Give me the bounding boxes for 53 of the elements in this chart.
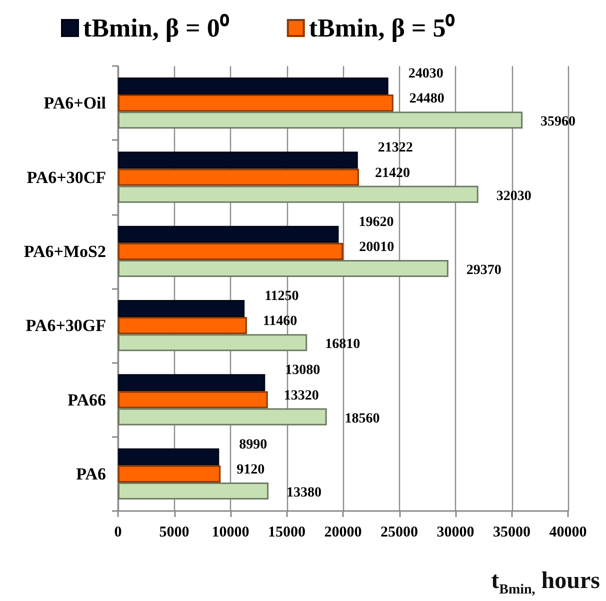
bar (118, 186, 478, 203)
legend-label: tBmin, β = 5⁰ (308, 14, 456, 42)
x-tick-label: 40000 (549, 524, 587, 540)
y-tick-label: PA66 (68, 390, 106, 410)
bar (118, 317, 247, 334)
y-tick-label: PA6 (76, 464, 106, 484)
y-tick-label: PA6+Oil (44, 94, 106, 113)
data-label: 16810 (325, 337, 360, 352)
bar (118, 391, 268, 408)
bar (118, 77, 388, 95)
data-label: 13080 (285, 363, 320, 378)
x-tick-label: 15000 (268, 524, 306, 540)
bar (118, 226, 339, 243)
data-label: 20010 (359, 240, 394, 255)
data-label: 29370 (466, 262, 502, 278)
data-label: 24480 (409, 92, 444, 107)
x-tick-label: 0 (114, 524, 122, 540)
y-tick-label: PA6+MoS2 (24, 242, 106, 261)
data-label: 9120 (236, 462, 265, 478)
bar (118, 448, 220, 466)
data-label: 32030 (496, 188, 532, 204)
x-tick-label: 20000 (324, 524, 362, 540)
x-tick-label: 30000 (436, 524, 474, 540)
x-tick-label: 5000 (159, 524, 190, 540)
bar (118, 374, 266, 392)
y-tick-label: PA6+30CF (26, 168, 106, 187)
data-label: 21322 (378, 140, 413, 156)
data-label: 13320 (284, 388, 319, 404)
data-label: 24030 (408, 66, 444, 82)
bar (118, 168, 359, 186)
data-label: 11460 (262, 314, 298, 330)
bar (118, 112, 523, 129)
data-label: 35960 (540, 114, 576, 130)
data-label: 18560 (344, 411, 380, 426)
data-label: 11250 (264, 289, 299, 304)
x-tick-label: 35000 (493, 524, 530, 540)
bar (118, 482, 269, 500)
bar (118, 408, 327, 426)
bar (118, 152, 358, 169)
legend-label: tBmin, β = 0⁰ (83, 14, 230, 42)
x-tick-label: 25000 (380, 524, 418, 540)
bar (118, 334, 308, 352)
bar (118, 300, 245, 318)
bar (118, 260, 448, 278)
data-label: 19620 (358, 214, 394, 230)
data-label: 21420 (374, 166, 410, 181)
data-label: 8990 (239, 437, 268, 452)
bar (118, 94, 394, 112)
bar (118, 242, 344, 260)
data-label: 13380 (286, 485, 322, 500)
y-tick-label: PA6+30GF (26, 316, 106, 336)
x-tick-label: 10000 (212, 524, 250, 540)
bar (118, 465, 221, 482)
